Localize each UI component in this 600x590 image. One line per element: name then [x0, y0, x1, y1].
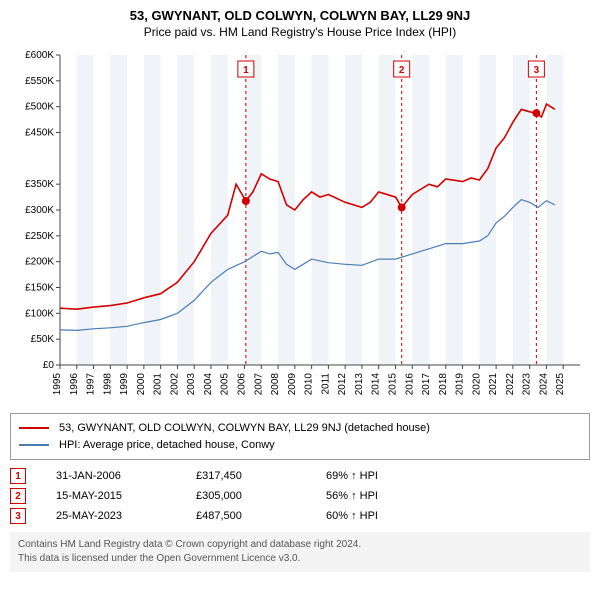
legend: 53, GWYNANT, OLD COLWYN, COLWYN BAY, LL2…	[10, 413, 590, 460]
footnote-line1: Contains HM Land Registry data © Crown c…	[18, 538, 582, 552]
title-main: 53, GWYNANT, OLD COLWYN, COLWYN BAY, LL2…	[10, 8, 590, 23]
x-tick-label: 2013	[354, 373, 365, 396]
transaction-row: 3 25-MAY-2023 £487,500 60% ↑ HPI	[10, 508, 590, 524]
x-tick-label: 1997	[86, 373, 97, 396]
transaction-hpi: 60% ↑ HPI	[326, 510, 446, 522]
transaction-price: £487,500	[196, 510, 296, 522]
x-tick-label: 2025	[555, 373, 566, 396]
y-tick-label: £350K	[25, 179, 54, 190]
legend-item: HPI: Average price, detached house, Conw…	[19, 437, 581, 454]
x-tick-label: 2005	[220, 373, 231, 396]
footnote-line2: This data is licensed under the Open Gov…	[18, 552, 582, 566]
transaction-hpi: 69% ↑ HPI	[326, 470, 446, 482]
legend-label: 53, GWYNANT, OLD COLWYN, COLWYN BAY, LL2…	[59, 420, 430, 437]
transaction-price: £305,000	[196, 490, 296, 502]
x-tick-label: 2002	[169, 373, 180, 396]
x-tick-label: 2011	[320, 373, 331, 395]
transaction-marker: 2	[10, 488, 26, 504]
x-tick-label: 2010	[304, 373, 315, 396]
x-tick-label: 2006	[237, 373, 248, 396]
transaction-date: 15-MAY-2015	[56, 490, 166, 502]
marker-dot	[242, 197, 250, 205]
y-tick-label: £500K	[25, 102, 54, 113]
x-tick-label: 2001	[153, 373, 164, 396]
x-tick-label: 1999	[119, 373, 130, 396]
y-tick-label: £450K	[25, 128, 54, 139]
x-tick-label: 2019	[455, 373, 466, 396]
legend-item: 53, GWYNANT, OLD COLWYN, COLWYN BAY, LL2…	[19, 420, 581, 437]
legend-label: HPI: Average price, detached house, Conw…	[59, 437, 275, 454]
transactions-table: 1 31-JAN-2006 £317,450 69% ↑ HPI 2 15-MAY-201…	[10, 468, 590, 524]
x-tick-label: 1996	[69, 373, 80, 396]
x-tick-label: 2020	[471, 373, 482, 396]
x-tick-label: 2015	[387, 373, 398, 396]
x-tick-label: 1998	[102, 373, 113, 396]
x-tick-label: 2014	[371, 373, 382, 396]
y-tick-label: £250K	[25, 231, 54, 242]
y-tick-label: £0	[43, 360, 55, 371]
transaction-date: 31-JAN-2006	[56, 470, 166, 482]
chart-marker-label: 1	[243, 65, 249, 76]
chart-marker-label: 2	[399, 65, 405, 76]
x-tick-label: 2024	[538, 373, 549, 396]
y-tick-label: £600K	[25, 50, 54, 61]
y-tick-label: £300K	[25, 205, 54, 216]
x-tick-label: 2000	[136, 373, 147, 396]
x-tick-label: 2004	[203, 373, 214, 396]
y-tick-label: £150K	[25, 283, 54, 294]
x-tick-label: 1995	[52, 373, 63, 396]
x-tick-label: 2023	[522, 373, 533, 396]
transaction-marker: 3	[10, 508, 26, 524]
transaction-row: 2 15-MAY-2015 £305,000 56% ↑ HPI	[10, 488, 590, 504]
transaction-marker: 1	[10, 468, 26, 484]
chart-titles: 53, GWYNANT, OLD COLWYN, COLWYN BAY, LL2…	[10, 8, 590, 39]
x-tick-label: 2003	[186, 373, 197, 396]
footnote: Contains HM Land Registry data © Crown c…	[10, 532, 590, 572]
x-tick-label: 2018	[438, 373, 449, 396]
marker-dot	[532, 109, 540, 117]
chart-marker-label: 3	[534, 65, 540, 76]
marker-dot	[398, 203, 406, 211]
transaction-date: 25-MAY-2023	[56, 510, 166, 522]
title-sub: Price paid vs. HM Land Registry's House …	[10, 25, 590, 39]
chart-svg: £0 £50K £100K £150K £200K £250K £300K £350K £450…	[10, 45, 590, 405]
x-tick-label: 2017	[421, 373, 432, 396]
x-tick-label: 2007	[253, 373, 264, 396]
x-tick-label: 2016	[404, 373, 415, 396]
x-tick-label: 2022	[505, 373, 516, 396]
x-tick-label: 2012	[337, 373, 348, 396]
chart-area: £0 £50K £100K £150K £200K £250K £300K £350K £450…	[10, 45, 590, 405]
x-tick-label: 2008	[270, 373, 281, 396]
transaction-price: £317,450	[196, 470, 296, 482]
legend-swatch	[19, 427, 49, 429]
transaction-hpi: 56% ↑ HPI	[326, 490, 446, 502]
chart-container: 53, GWYNANT, OLD COLWYN, COLWYN BAY, LL2…	[0, 0, 600, 582]
y-tick-label: £50K	[31, 334, 55, 345]
legend-swatch	[19, 444, 49, 446]
x-tick-label: 2009	[287, 373, 298, 396]
y-tick-label: £100K	[25, 308, 54, 319]
transaction-row: 1 31-JAN-2006 £317,450 69% ↑ HPI	[10, 468, 590, 484]
y-tick-label: £550K	[25, 76, 54, 87]
x-tick-label: 2021	[488, 373, 499, 396]
y-tick-label: £200K	[25, 257, 54, 268]
